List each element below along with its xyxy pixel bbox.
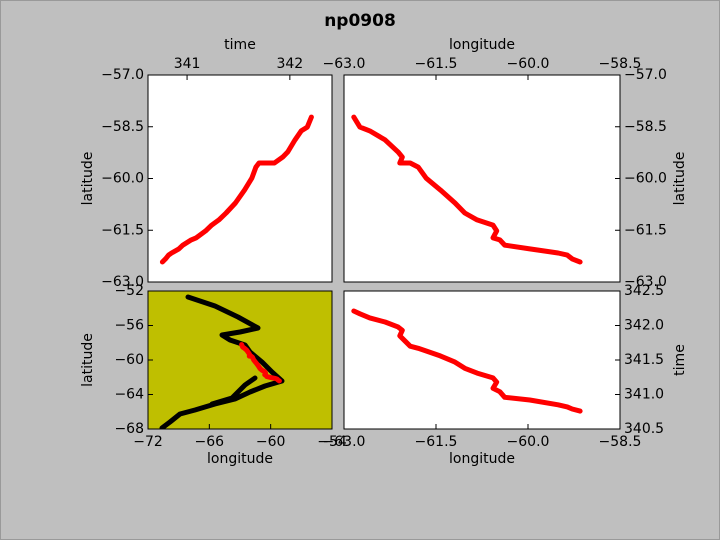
plot-background [344,75,620,282]
y-axis-label: time [672,344,688,376]
y-tick-label: 342.0 [624,318,664,334]
y-axis-label: latitude [80,333,96,387]
x-axis-label: longitude [449,451,515,467]
x-tick-label: −58.5 [599,56,642,72]
x-tick-label: −58.5 [599,434,642,450]
y-tick-label: 341.5 [624,352,664,368]
y-axis-label: latitude [672,152,688,206]
plot-background [344,291,620,429]
data-line [239,342,282,384]
panel: −63.0 −61.5 −60.0 −58.5 342.5 342.0 341.5 341.0… [323,283,688,467]
y-tick-label: −63.0 [624,274,667,290]
x-tick-label: −63.0 [323,434,366,450]
y-tick-label: −61.5 [624,222,667,238]
x-tick-label: −72 [133,434,163,450]
x-tick-label: −63.0 [323,56,366,72]
y-tick-label: −60.0 [624,171,667,187]
y-tick-label: −57.0 [624,67,667,83]
y-tick-label: −61.5 [101,222,144,238]
x-tick-label: 342 [276,56,303,72]
y-tick-label: 340.5 [624,421,664,437]
y-tick-label: −60 [114,352,144,368]
y-axis-label: latitude [80,152,96,206]
x-tick-label: −60 [256,434,286,450]
panel: −63.0 −61.5 −60.0 −58.5−57.0−58.5−60.0−61.5… [323,37,688,290]
panel: −72 −66 −60 −54 −52 −56 −60 −64 −68 longitude lati… [80,283,347,467]
y-tick-label: −58.5 [101,119,144,135]
data-line [351,308,583,414]
x-tick-label: −60.0 [507,434,550,450]
y-tick-label: −57.0 [101,67,144,83]
x-tick-label: −61.5 [415,56,458,72]
figure-title: np0908 [324,11,396,31]
x-axis-label: longitude [449,37,515,53]
y-tick-label: −60.0 [101,171,144,187]
y-tick-label: −63.0 [101,274,144,290]
x-axis-label: time [224,37,256,53]
y-tick-label: 342.5 [624,283,664,299]
data-line [159,114,314,265]
y-tick-label: 341.0 [624,387,664,403]
x-tick-label: −54 [317,434,347,450]
x-axis-label: longitude [207,451,273,467]
data-line [351,114,583,265]
data-line [159,294,285,429]
x-tick-label: −61.5 [415,434,458,450]
y-tick-label: −64 [114,387,144,403]
y-tick-label: −56 [114,318,144,334]
y-tick-label: −52 [114,283,144,299]
y-tick-label: −58.5 [624,119,667,135]
plot-background [148,291,332,429]
x-tick-label: −66 [195,434,225,450]
x-tick-label: 341 [174,56,201,72]
panel: 341 342 −57.0 −58.5 −60.0 −61.5 −63.0 time latit… [80,37,333,290]
y-tick-label: −68 [114,421,144,437]
x-tick-label: −60.0 [507,56,550,72]
